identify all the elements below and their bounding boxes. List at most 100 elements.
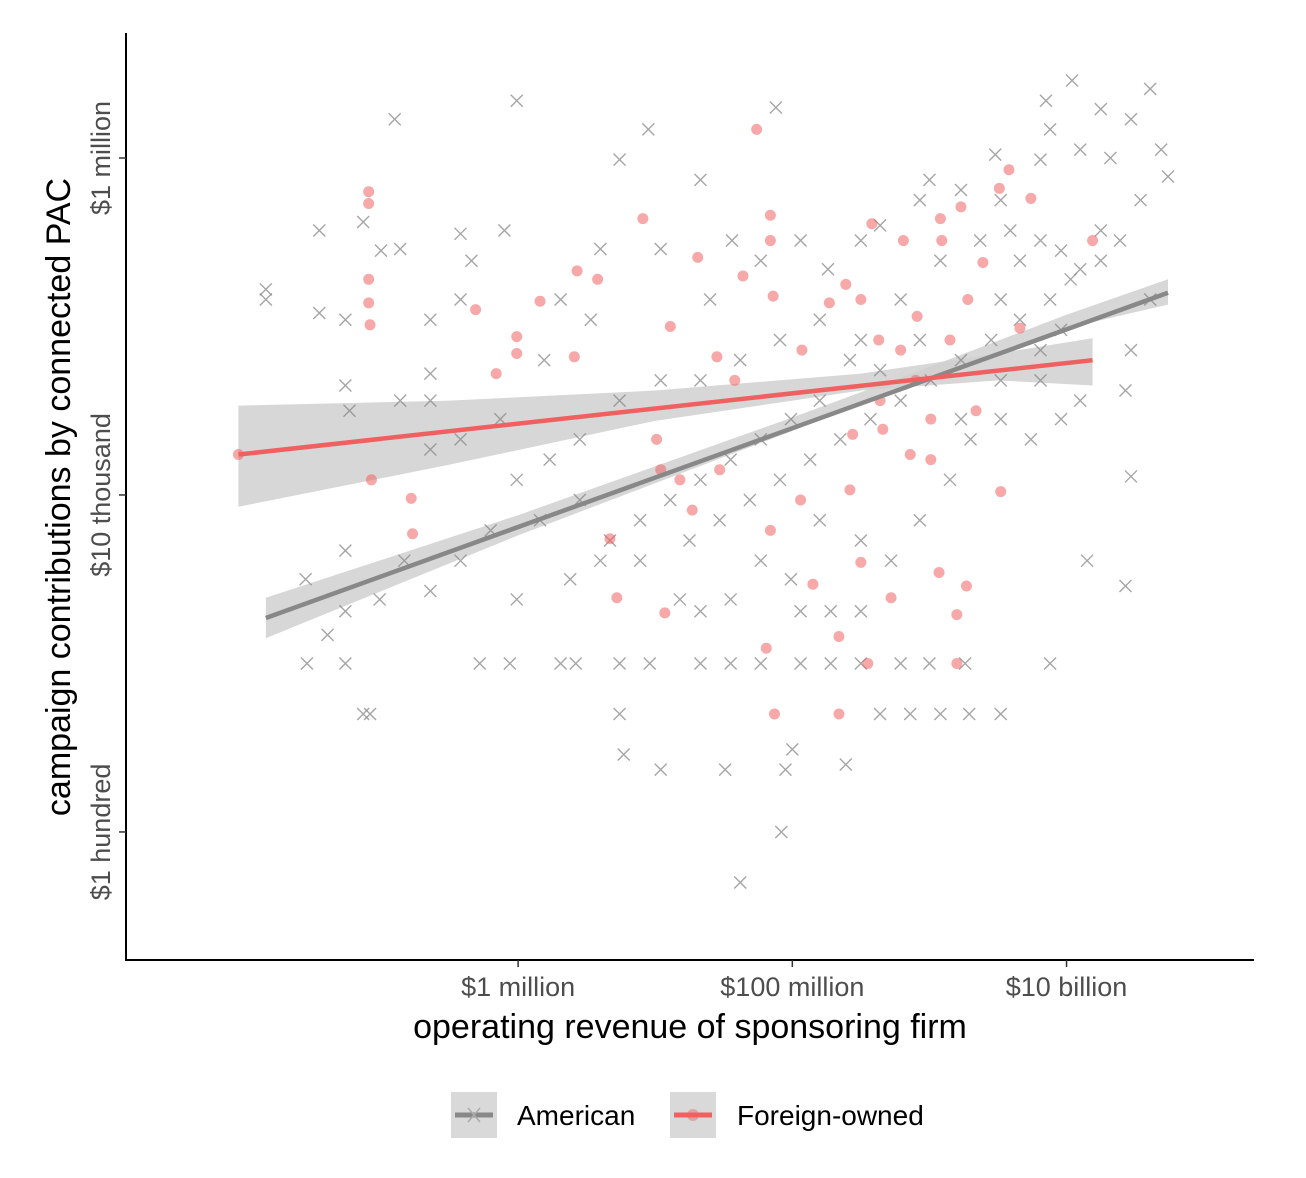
data-point-american <box>633 513 647 527</box>
data-point-foreign-owned <box>1087 235 1099 247</box>
data-point-american <box>617 747 631 761</box>
data-point-american <box>423 584 437 598</box>
data-point-foreign-owned <box>925 413 937 425</box>
data-point-foreign-owned <box>855 294 867 306</box>
data-point-foreign-owned <box>686 504 698 516</box>
data-point-foreign-owned <box>611 592 623 604</box>
data-point-american <box>342 404 356 418</box>
regression-lines <box>238 290 1169 621</box>
data-point-american <box>259 293 273 307</box>
data-point-foreign-owned <box>925 454 937 466</box>
data-point-american <box>922 656 936 670</box>
data-point-foreign-owned <box>729 374 741 386</box>
data-point-american <box>824 656 838 670</box>
data-point-american <box>641 122 655 136</box>
data-point-foreign-owned <box>897 235 909 247</box>
data-point-foreign-owned <box>873 334 885 346</box>
data-point-american <box>1033 153 1047 167</box>
data-point-american <box>1073 262 1087 276</box>
data-point-american <box>784 572 798 586</box>
data-point-foreign-owned <box>364 319 376 331</box>
data-point-foreign-owned <box>711 351 723 363</box>
data-point-foreign-owned <box>885 592 897 604</box>
data-point-american <box>1124 469 1138 483</box>
data-point-american <box>1054 244 1068 258</box>
data-point-american <box>374 244 388 258</box>
data-point-american <box>393 394 407 408</box>
data-point-american <box>1033 373 1047 387</box>
data-point-american <box>894 293 908 307</box>
data-point-american <box>423 313 437 327</box>
data-point-american <box>1154 143 1168 157</box>
data-point-foreign-owned <box>363 197 375 209</box>
data-point-american <box>569 656 583 670</box>
data-point-foreign-owned <box>764 524 776 536</box>
data-point-foreign-owned <box>568 351 580 363</box>
data-point-foreign-owned <box>1003 164 1015 176</box>
legend-item-foreign-owned[interactable]: Foreign-owned <box>670 1092 924 1138</box>
data-point-american <box>1043 293 1057 307</box>
data-point-foreign-owned <box>764 235 776 247</box>
data-point-american <box>703 293 717 307</box>
data-point-american <box>1118 579 1132 593</box>
data-point-american <box>497 223 511 237</box>
data-point-foreign-owned <box>363 273 375 285</box>
data-point-american <box>1094 223 1108 237</box>
data-point-american <box>964 432 978 446</box>
data-point-foreign-owned <box>764 209 776 221</box>
data-point-american <box>754 554 768 568</box>
data-point-american <box>873 363 887 377</box>
data-point-foreign-owned <box>664 320 676 332</box>
data-point-american <box>724 592 738 606</box>
data-point-american <box>423 442 437 456</box>
data-point-american <box>1103 151 1117 165</box>
data-point-american <box>954 412 968 426</box>
data-point-foreign-owned <box>934 213 946 225</box>
data-point-foreign-owned <box>674 474 686 486</box>
data-point-american <box>454 554 468 568</box>
data-point-american <box>693 473 707 487</box>
data-point-foreign-owned <box>405 492 417 504</box>
data-point-foreign-owned <box>737 270 749 282</box>
data-point-foreign-owned <box>970 405 982 417</box>
data-point-foreign-owned <box>877 423 889 435</box>
data-point-foreign-owned <box>470 304 482 316</box>
data-point-foreign-owned <box>933 566 945 578</box>
data-point-foreign-owned <box>995 486 1007 498</box>
data-point-american <box>854 234 868 248</box>
y-tick-label: $10 thousand <box>86 413 116 577</box>
data-point-american <box>784 412 798 426</box>
data-point-american <box>654 242 668 256</box>
data-point-american <box>769 100 783 114</box>
data-point-american <box>894 394 908 408</box>
data-point-american <box>1124 343 1138 357</box>
y-axis-ticks: $1 hundred $10 thousand $1 million <box>86 101 126 900</box>
data-point-american <box>733 876 747 889</box>
data-point-american <box>633 554 647 568</box>
data-point-american <box>259 282 273 296</box>
data-point-foreign-owned <box>840 278 852 290</box>
data-point-foreign-owned <box>993 182 1005 194</box>
data-point-foreign-owned <box>659 607 671 619</box>
data-point-foreign-owned <box>895 344 907 356</box>
data-point-american <box>299 572 313 586</box>
data-point-foreign-owned <box>604 533 616 545</box>
data-point-american <box>894 656 908 670</box>
x-axis-title: operating revenue of sponsoring firm <box>413 1008 967 1046</box>
data-point-american <box>554 293 568 307</box>
data-point-american <box>994 707 1008 721</box>
data-point-american <box>1073 143 1087 157</box>
data-point-american <box>718 763 732 777</box>
data-point-american <box>373 592 387 606</box>
data-point-american <box>338 313 352 327</box>
data-point-foreign-owned <box>795 494 807 506</box>
legend-item-american[interactable]: American <box>451 1092 635 1138</box>
data-point-american <box>363 707 377 721</box>
data-point-foreign-owned <box>760 642 772 654</box>
data-point-american <box>693 656 707 670</box>
data-point-american <box>943 473 957 487</box>
data-point-american <box>854 333 868 347</box>
data-point-american <box>803 453 817 467</box>
data-point-foreign-owned <box>714 464 726 476</box>
